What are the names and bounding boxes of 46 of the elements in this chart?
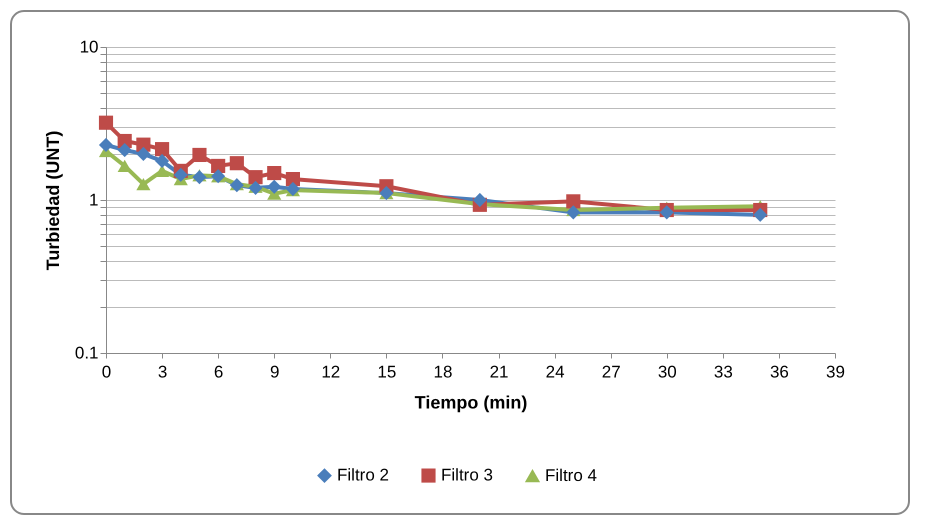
x-tick-label: 12 — [321, 362, 340, 382]
point — [230, 156, 244, 170]
point — [211, 158, 226, 173]
x-tick-label: 21 — [490, 362, 508, 382]
x-tick-label: 3 — [158, 362, 168, 382]
point — [192, 170, 207, 184]
legend-label: Filtro 2 — [337, 466, 389, 485]
x-tick-label: 30 — [658, 362, 677, 382]
point — [155, 164, 170, 178]
x-tick-label: 6 — [214, 362, 224, 382]
point — [267, 166, 282, 180]
x-tick-label: 33 — [714, 362, 733, 382]
legend-label: Filtro 3 — [441, 466, 493, 485]
x-tick-label: 18 — [434, 362, 452, 382]
point — [472, 192, 487, 208]
point — [660, 205, 674, 220]
point — [192, 148, 207, 162]
point — [286, 182, 300, 196]
point — [155, 142, 170, 156]
x-tick-label: 9 — [270, 362, 280, 382]
x-tick-label: 27 — [602, 362, 621, 382]
point — [248, 170, 263, 184]
point — [174, 168, 188, 182]
point — [118, 160, 132, 172]
x-tick-label: 15 — [377, 362, 396, 382]
y-tick-label: 10 — [80, 38, 98, 56]
point — [118, 143, 132, 158]
point — [753, 208, 768, 222]
x-tick-label: 36 — [770, 362, 789, 382]
y-tick-label: 1 — [89, 190, 98, 210]
point — [136, 146, 150, 162]
point — [566, 205, 580, 220]
point — [566, 194, 580, 208]
y-tick-label: 0.1 — [74, 344, 98, 362]
point — [98, 138, 114, 152]
x-tick-label: 39 — [826, 362, 845, 382]
y-axis-title: Turbiedad (UNT) — [42, 130, 63, 270]
point — [155, 154, 170, 168]
point — [267, 180, 282, 194]
point — [136, 178, 150, 190]
x-axis-title: Tiempo (min) — [414, 392, 528, 412]
point — [286, 172, 300, 186]
x-tick-label: 0 — [102, 362, 112, 382]
x-tick-label: 24 — [546, 362, 565, 382]
point — [98, 116, 114, 130]
legend-label: Filtro 4 — [545, 466, 597, 486]
